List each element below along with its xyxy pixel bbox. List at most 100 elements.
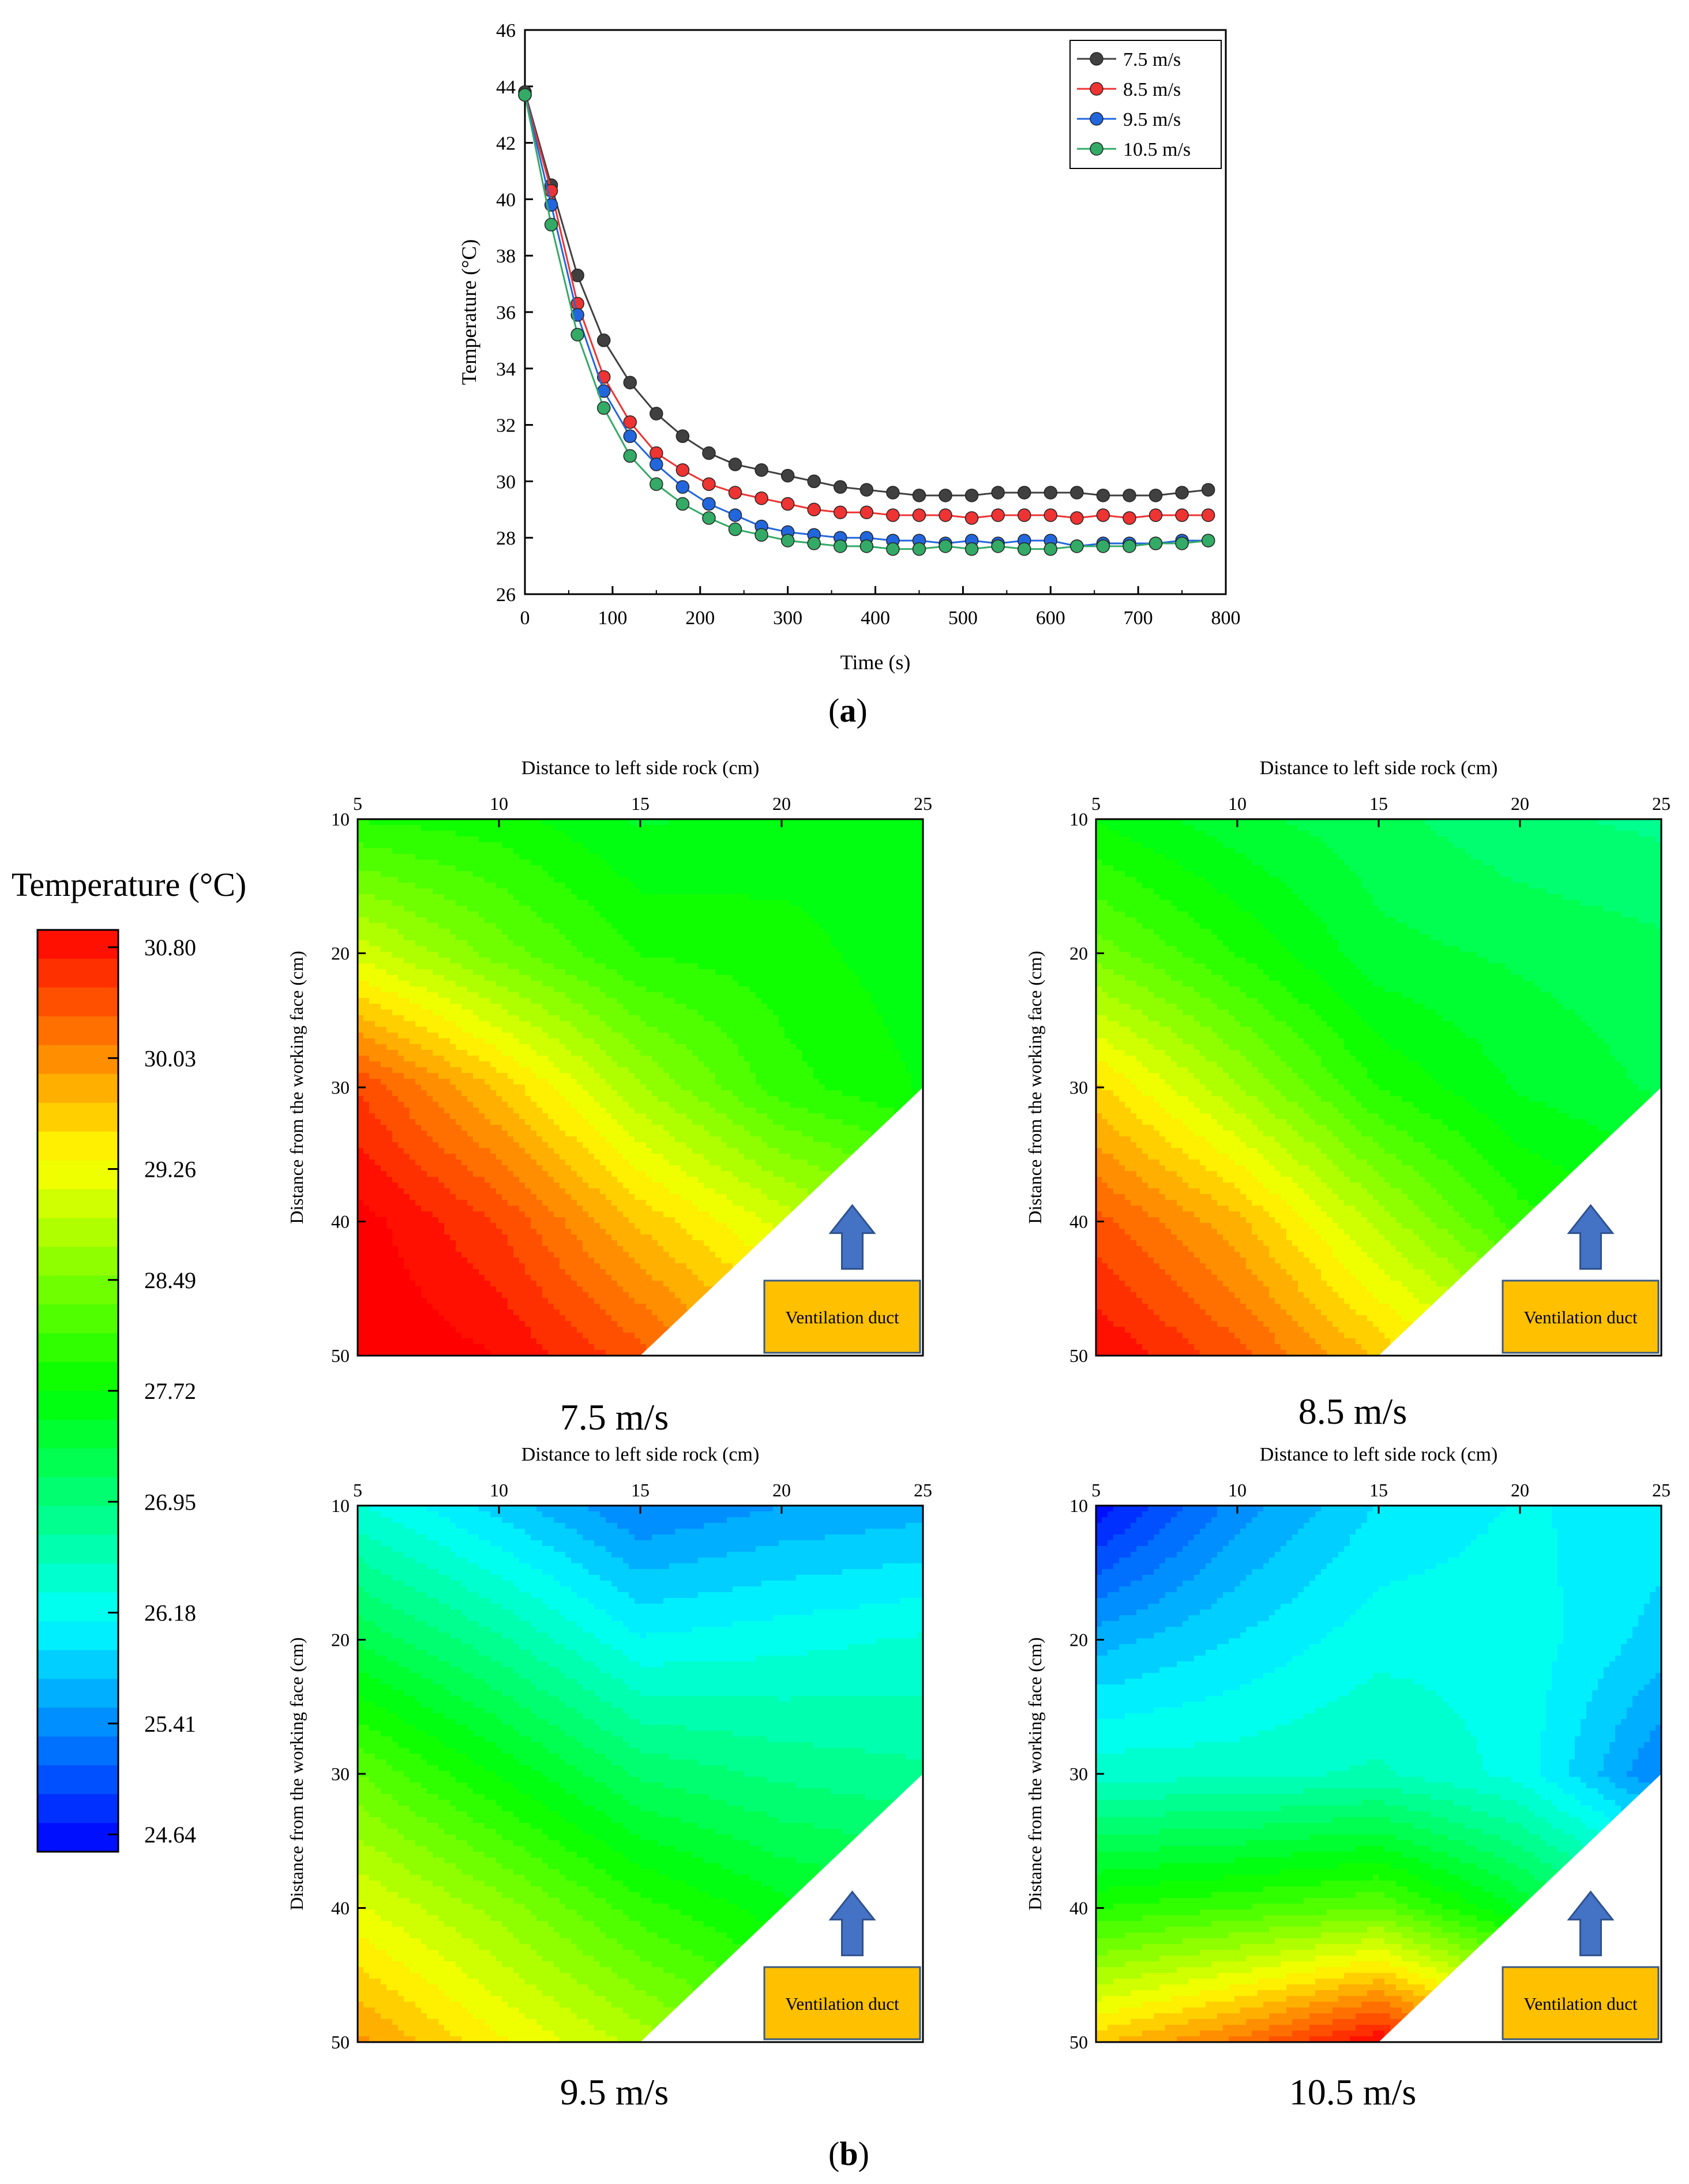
- contour-cell: [779, 1085, 785, 1091]
- contour-cell: [629, 1056, 635, 1062]
- contour-cell: [617, 1004, 624, 1010]
- contour-cell: [502, 998, 508, 1004]
- contour-cell: [900, 1033, 906, 1039]
- contour-cell: [363, 865, 370, 872]
- contour-cell: [698, 836, 704, 843]
- contour-cell: [479, 952, 485, 958]
- contour-cell: [375, 998, 381, 1004]
- contour-cell: [704, 1079, 710, 1085]
- contour-cell: [761, 952, 768, 958]
- contour-cell: [427, 819, 433, 825]
- contour-cell: [427, 1027, 433, 1033]
- contour-cell: [565, 992, 572, 999]
- contour-cell: [715, 877, 722, 883]
- contour-cell: [369, 900, 376, 906]
- contour-cell: [738, 842, 745, 849]
- contour-cell: [358, 1073, 364, 1079]
- contour-cell: [692, 1085, 699, 1091]
- contour-cell: [658, 1079, 664, 1085]
- contour-cell: [750, 1085, 756, 1091]
- contour-cell: [738, 929, 745, 935]
- contour-cell: [779, 1090, 785, 1097]
- contour-cell: [865, 963, 872, 970]
- contour-cell: [560, 917, 566, 924]
- contour-cell: [750, 1015, 756, 1022]
- contour-cell: [404, 946, 410, 952]
- contour-cell: [444, 981, 451, 987]
- contour-cell: [894, 1021, 900, 1027]
- contour-cell: [871, 1027, 877, 1033]
- contour-cell: [392, 923, 399, 929]
- contour-cell: [392, 1015, 399, 1022]
- contour-cell: [738, 1073, 745, 1079]
- contour-cell: [733, 911, 739, 918]
- contour-cell: [461, 871, 468, 877]
- contour-cell: [883, 1056, 889, 1062]
- contour-cell: [738, 1056, 745, 1062]
- contour-cell: [761, 1061, 768, 1068]
- contour-cell: [433, 935, 439, 941]
- contour-cell: [906, 969, 912, 975]
- contour-cell: [427, 836, 433, 843]
- contour-cell: [629, 1085, 635, 1091]
- contour-cell: [911, 946, 918, 952]
- contour-cell: [738, 900, 745, 906]
- contour-cell: [536, 998, 543, 1004]
- contour-cell: [888, 917, 895, 924]
- contour-cell: [554, 992, 560, 999]
- contour-cell: [727, 1090, 733, 1097]
- contour-cell: [358, 1038, 364, 1045]
- contour-cell: [415, 906, 422, 912]
- contour-cell: [652, 940, 658, 947]
- contour-cell: [715, 854, 722, 860]
- contour-cell: [421, 923, 427, 929]
- contour-cell: [513, 992, 520, 999]
- contour-cell: [715, 1015, 722, 1022]
- contour-cell: [744, 1010, 750, 1016]
- contour-cell: [813, 929, 820, 935]
- contour-cell: [358, 911, 364, 918]
- contour-cell: [485, 871, 491, 877]
- contour-cell: [410, 1073, 416, 1079]
- contour-cell: [427, 940, 433, 947]
- contour-cell: [767, 1010, 774, 1016]
- contour-cell: [485, 1090, 491, 1097]
- contour-cell: [433, 986, 439, 993]
- contour-cell: [836, 848, 843, 854]
- contour-cell: [525, 1021, 531, 1027]
- contour-cell: [386, 923, 393, 929]
- colorbar-band: [37, 1448, 118, 1478]
- contour-cell: [473, 1073, 479, 1079]
- contour-cell: [467, 877, 474, 883]
- contour-cell: [433, 1090, 439, 1097]
- contour-cell: [525, 900, 531, 906]
- contour-cell: [404, 1038, 410, 1045]
- contour-cell: [554, 917, 560, 924]
- contour-cell: [871, 963, 877, 970]
- contour-cell: [744, 848, 750, 854]
- contour-cell: [415, 1021, 422, 1027]
- contour-cell: [606, 935, 612, 941]
- contour-cell: [565, 975, 572, 981]
- contour-cell: [848, 842, 854, 849]
- contour-cell: [479, 883, 485, 889]
- contour-cell: [594, 969, 600, 975]
- contour-cell: [565, 1096, 572, 1102]
- contour-cell: [490, 877, 497, 883]
- contour-cell: [865, 894, 872, 900]
- contour-cell: [611, 981, 618, 987]
- contour-cell: [554, 871, 560, 877]
- contour-cell: [652, 1015, 658, 1022]
- data-point: [728, 508, 742, 522]
- contour-cell: [548, 871, 554, 877]
- contour-cell: [594, 848, 600, 854]
- contour-cell: [681, 1079, 687, 1085]
- contour-cell: [900, 1085, 906, 1091]
- contour-cell: [721, 836, 727, 843]
- contour-cell: [617, 1085, 624, 1091]
- contour-cell: [536, 946, 543, 952]
- contour-cell: [363, 860, 370, 866]
- contour-cell: [479, 1015, 485, 1022]
- contour-cell: [536, 848, 543, 854]
- contour-cell: [536, 1056, 543, 1062]
